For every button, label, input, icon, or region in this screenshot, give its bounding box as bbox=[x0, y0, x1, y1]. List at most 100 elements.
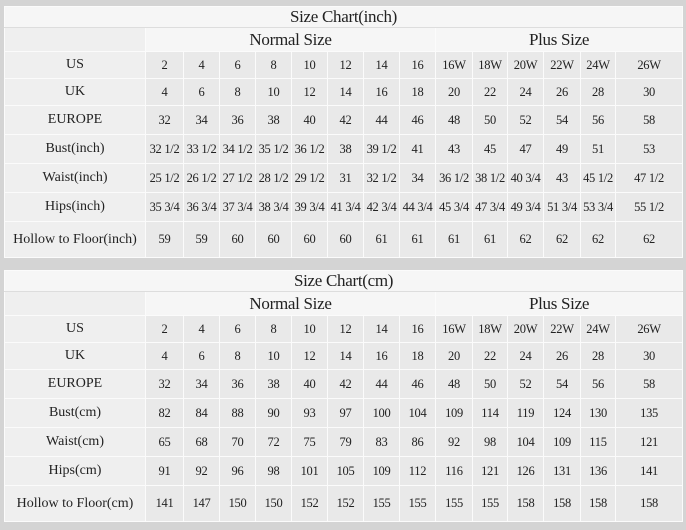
row-label: US bbox=[4, 51, 146, 79]
size-cell: 34 bbox=[183, 369, 220, 399]
size-cell: 14 bbox=[327, 78, 364, 106]
size-cell: 35 1/2 bbox=[255, 134, 292, 164]
size-cell: 116 bbox=[435, 456, 473, 486]
size-cell: 155 bbox=[363, 485, 400, 522]
size-cell: 32 bbox=[145, 105, 184, 135]
size-cell: 38 bbox=[255, 105, 292, 135]
chart-title: Size Chart(cm) bbox=[3, 270, 684, 292]
table-row: Bust(inch) 32 1/2 33 1/2 34 1/2 35 1/2 36 1/2… bbox=[4, 134, 684, 164]
size-cell: 22W bbox=[543, 51, 581, 79]
chart-title: Size Chart(inch) bbox=[3, 6, 684, 28]
corner-cell bbox=[4, 27, 146, 52]
size-cell: 150 bbox=[219, 485, 256, 522]
size-cell: 109 bbox=[363, 456, 400, 486]
size-cell: 40 bbox=[291, 105, 328, 135]
size-cell: 24 bbox=[507, 342, 544, 370]
size-cell: 158 bbox=[507, 485, 544, 522]
size-cell: 38 1/2 bbox=[472, 163, 508, 193]
size-cell: 60 bbox=[255, 221, 292, 258]
size-cell: 59 bbox=[183, 221, 220, 258]
size-cell: 62 bbox=[507, 221, 544, 258]
table-row: US 2 4 6 8 10 12 14 16 16W 18W 20W 22W 24W 26W bbox=[4, 315, 684, 343]
size-cell: 58 bbox=[614, 105, 684, 135]
size-cell: 26 1/2 bbox=[183, 163, 220, 193]
size-cell: 22 bbox=[472, 342, 508, 370]
size-cell: 20W bbox=[507, 51, 544, 79]
group-plus-size: Plus Size bbox=[434, 291, 684, 316]
size-cell: 54 bbox=[543, 105, 581, 135]
row-label: Hips(inch) bbox=[4, 192, 146, 222]
size-cell: 18 bbox=[399, 78, 436, 106]
size-cell: 39 1/2 bbox=[363, 134, 400, 164]
size-cell: 20W bbox=[507, 315, 544, 343]
size-cell: 24 bbox=[507, 78, 544, 106]
size-cell: 98 bbox=[472, 427, 508, 457]
size-cell: 8 bbox=[255, 51, 292, 79]
size-cell: 2 bbox=[145, 51, 184, 79]
size-cell: 152 bbox=[291, 485, 328, 522]
size-cell: 29 1/2 bbox=[291, 163, 328, 193]
size-cell: 60 bbox=[291, 221, 328, 258]
size-cell: 46 bbox=[399, 369, 436, 399]
size-cell: 47 3/4 bbox=[472, 192, 508, 222]
size-cell: 155 bbox=[435, 485, 473, 522]
size-cell: 68 bbox=[183, 427, 220, 457]
size-cell: 86 bbox=[399, 427, 436, 457]
size-cell: 155 bbox=[472, 485, 508, 522]
size-cell: 36 1/2 bbox=[435, 163, 473, 193]
size-cell: 34 bbox=[183, 105, 220, 135]
size-cell: 4 bbox=[183, 315, 220, 343]
size-cell: 61 bbox=[472, 221, 508, 258]
size-cell: 4 bbox=[145, 78, 184, 106]
size-cell: 112 bbox=[399, 456, 436, 486]
size-cell: 96 bbox=[219, 456, 256, 486]
size-cell: 36 1/2 bbox=[291, 134, 328, 164]
row-label: UK bbox=[4, 78, 146, 106]
size-cell: 126 bbox=[507, 456, 544, 486]
size-cell: 25 1/2 bbox=[145, 163, 184, 193]
size-cell: 41 bbox=[399, 134, 436, 164]
size-cell: 53 3/4 bbox=[580, 192, 616, 222]
size-cell: 82 bbox=[145, 398, 184, 428]
corner-cell bbox=[4, 291, 146, 316]
size-cell: 45 bbox=[472, 134, 508, 164]
size-cell: 41 3/4 bbox=[327, 192, 364, 222]
size-cell: 40 3/4 bbox=[507, 163, 544, 193]
size-cell: 59 bbox=[145, 221, 184, 258]
size-cell: 98 bbox=[255, 456, 292, 486]
size-cell: 52 bbox=[507, 369, 544, 399]
table-row: Hips(cm) 91 92 96 98 101 105 109 112 116 121 126 131… bbox=[4, 456, 684, 486]
size-cell: 14 bbox=[327, 342, 364, 370]
size-cell: 131 bbox=[543, 456, 581, 486]
size-cell: 152 bbox=[327, 485, 364, 522]
group-normal-size: Normal Size bbox=[145, 27, 436, 52]
row-label: Waist(inch) bbox=[4, 163, 146, 193]
size-cell: 12 bbox=[291, 342, 328, 370]
size-cell: 44 bbox=[363, 105, 400, 135]
size-chart-inch: Size Chart(inch) Normal Size Plus Size US 2 4… bbox=[3, 6, 684, 258]
size-cell: 22 bbox=[472, 78, 508, 106]
size-cell: 10 bbox=[255, 342, 292, 370]
size-cell: 61 bbox=[363, 221, 400, 258]
size-cell: 14 bbox=[363, 51, 400, 79]
size-cell: 6 bbox=[183, 78, 220, 106]
size-cell: 36 3/4 bbox=[183, 192, 220, 222]
size-cell: 62 bbox=[543, 221, 581, 258]
size-cell: 8 bbox=[219, 78, 256, 106]
size-cell: 55 1/2 bbox=[614, 192, 684, 222]
row-label: Waist(cm) bbox=[4, 427, 146, 457]
size-cell: 14 bbox=[363, 315, 400, 343]
size-cell: 42 bbox=[327, 105, 364, 135]
size-cell: 12 bbox=[291, 78, 328, 106]
size-cell: 65 bbox=[145, 427, 184, 457]
size-cell: 105 bbox=[327, 456, 364, 486]
table-row: Hollow to Floor(inch) 59 59 60 60 60 60 61 61 61 6… bbox=[4, 221, 684, 258]
size-cell: 8 bbox=[219, 342, 256, 370]
size-cell: 32 bbox=[145, 369, 184, 399]
table-row: Hips(inch) 35 3/4 36 3/4 37 3/4 38 3/4 39 3/4… bbox=[4, 192, 684, 222]
size-chart-cm: Size Chart(cm) Normal Size Plus Size US 2 4 6 8… bbox=[3, 270, 684, 522]
size-cell: 35 3/4 bbox=[145, 192, 184, 222]
size-cell: 109 bbox=[543, 427, 581, 457]
size-cell: 16W bbox=[435, 51, 473, 79]
row-label: EUROPE bbox=[4, 105, 146, 135]
